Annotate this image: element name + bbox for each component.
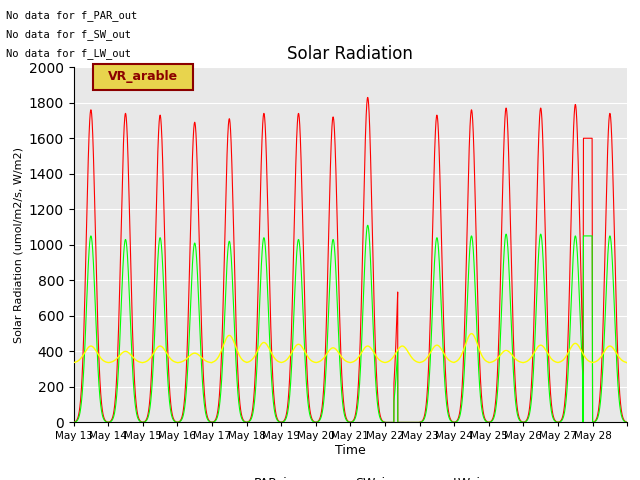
Title: Solar Radiation: Solar Radiation bbox=[287, 45, 413, 63]
Text: No data for f_LW_out: No data for f_LW_out bbox=[6, 48, 131, 59]
Text: VR_arable: VR_arable bbox=[108, 70, 178, 84]
Text: No data for f_SW_out: No data for f_SW_out bbox=[6, 29, 131, 40]
FancyBboxPatch shape bbox=[93, 64, 193, 90]
X-axis label: Time: Time bbox=[335, 444, 366, 457]
Y-axis label: Solar Radiation (umol/m2/s, W/m2): Solar Radiation (umol/m2/s, W/m2) bbox=[13, 147, 23, 343]
Legend: PAR_in, SW_in, LW_in: PAR_in, SW_in, LW_in bbox=[207, 471, 494, 480]
Text: No data for f_PAR_out: No data for f_PAR_out bbox=[6, 10, 138, 21]
